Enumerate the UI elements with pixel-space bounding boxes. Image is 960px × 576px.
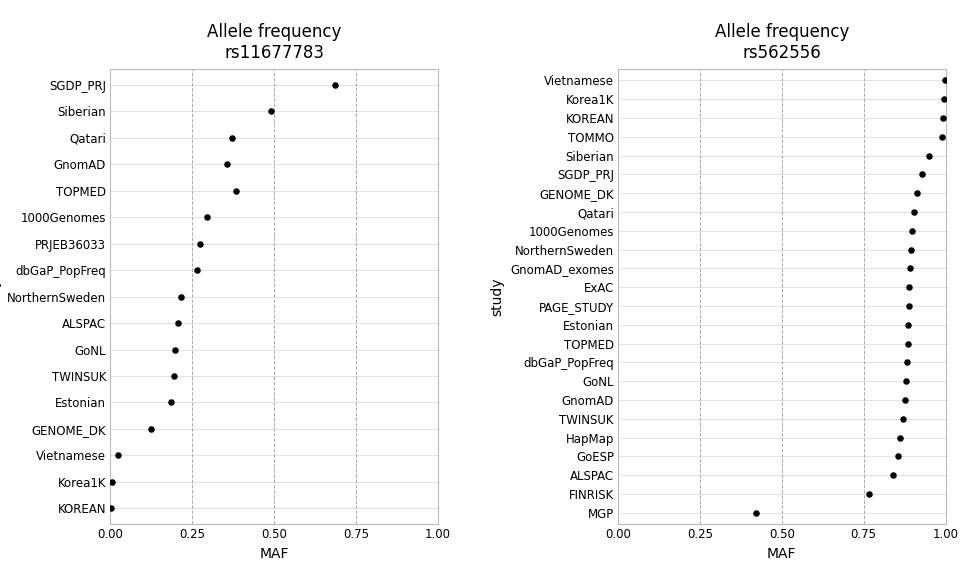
Point [900, 339, 915, 348]
Point [163, 398, 179, 407]
Point [200, 213, 215, 222]
Point [228, 186, 244, 195]
Point [219, 160, 234, 169]
Point [914, 170, 929, 179]
Point [168, 345, 183, 354]
Title: Allele frequency
rs11677783: Allele frequency rs11677783 [207, 23, 342, 62]
Point [167, 372, 182, 381]
Point [105, 478, 120, 487]
Point [898, 377, 913, 386]
Point [935, 113, 950, 123]
Point [902, 264, 918, 273]
Point [327, 81, 343, 90]
Point [897, 396, 912, 405]
Title: Allele frequency
rs562556: Allele frequency rs562556 [714, 23, 849, 62]
Point [189, 266, 204, 275]
Point [224, 133, 239, 142]
Point [861, 490, 876, 499]
Point [144, 425, 159, 434]
Point [263, 107, 278, 116]
X-axis label: MAF: MAF [259, 547, 289, 561]
Point [900, 301, 916, 310]
Point [901, 283, 917, 292]
X-axis label: MAF: MAF [767, 547, 797, 561]
Point [748, 508, 763, 517]
Point [936, 94, 951, 104]
Point [896, 414, 911, 423]
Point [170, 319, 185, 328]
Point [891, 452, 906, 461]
Point [921, 151, 936, 160]
Point [110, 451, 126, 460]
Point [104, 503, 119, 513]
Point [906, 207, 922, 217]
Point [934, 132, 949, 142]
Point [938, 76, 953, 85]
Point [904, 226, 920, 236]
Point [173, 292, 188, 301]
Point [885, 471, 900, 480]
Y-axis label: study: study [491, 278, 504, 316]
Point [910, 188, 925, 198]
Point [900, 358, 915, 367]
Point [902, 245, 918, 254]
Y-axis label: study: study [0, 278, 2, 316]
Point [900, 320, 916, 329]
Point [193, 239, 208, 248]
Point [893, 433, 908, 442]
